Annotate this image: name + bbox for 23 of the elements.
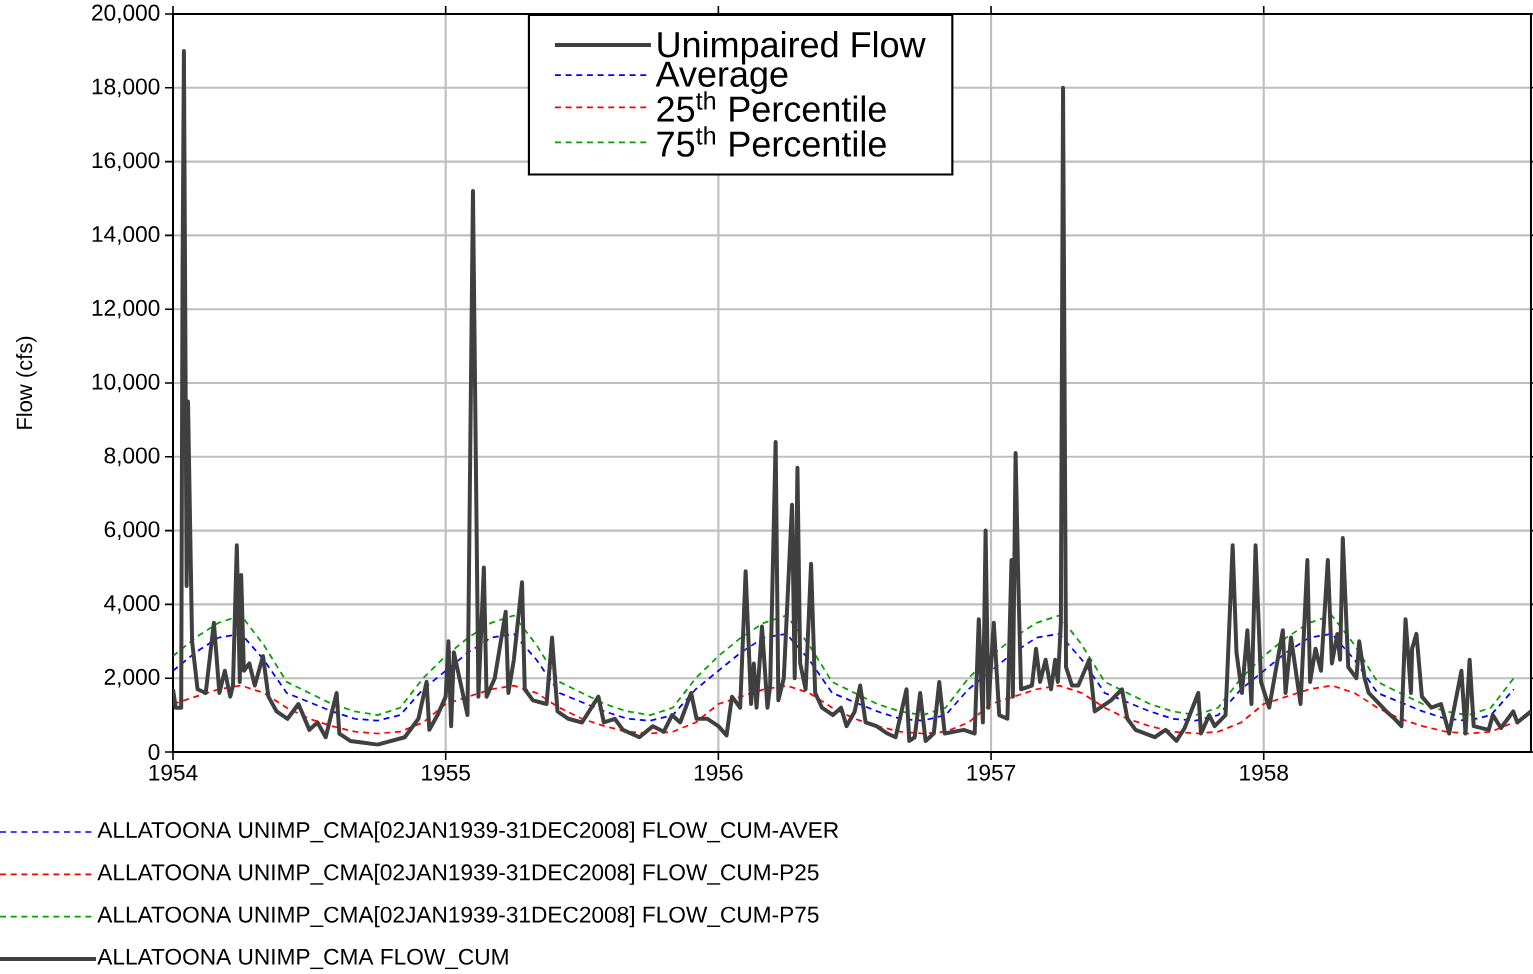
y-tick-label: 4,000 xyxy=(104,595,160,614)
y-tick-label: 14,000 xyxy=(92,226,160,245)
x-tick-label: 1955 xyxy=(422,764,470,781)
text: ALLATOONA UNIMP_CMA FLOW_CUM xyxy=(97,948,508,970)
y-tick-label: 16,000 xyxy=(92,152,160,171)
y-tick-label: 8,000 xyxy=(104,447,160,467)
y-tick-label: 6,000 xyxy=(104,521,160,540)
line-series xyxy=(173,614,1515,716)
x-tick-label: 1958 xyxy=(1240,764,1288,781)
y-tick-label: 20,000 xyxy=(92,4,160,24)
text: ALLATOONA UNIMP_CMA[02JAN1939-31DEC2008] FLOW_CUM-P75 xyxy=(97,906,819,928)
text: ALLATOONA UNIMP_CMA[02JAN1939-31DEC2008] FLOW_CUM-P25 xyxy=(97,863,819,885)
y-axis-title: Flow (cfs) xyxy=(16,336,37,429)
legend-label: 75$^{th}$ Percentile xyxy=(657,126,886,157)
x-tick-label: 1957 xyxy=(967,764,1016,781)
y-tick-label: 12,000 xyxy=(92,299,160,319)
y-tick-label: 2,000 xyxy=(104,668,160,688)
text: ALLATOONA UNIMP_CMA[02JAN1939-31DEC2008] FLOW_CUM-AVER xyxy=(97,821,839,843)
x-tick-label: 1954 xyxy=(149,764,198,781)
y-tick-label: 18,000 xyxy=(92,78,160,98)
y-tick-label: 10,000 xyxy=(92,373,160,393)
y-tick-label: 0 xyxy=(148,743,160,761)
x-tick-label: 1956 xyxy=(694,764,743,781)
